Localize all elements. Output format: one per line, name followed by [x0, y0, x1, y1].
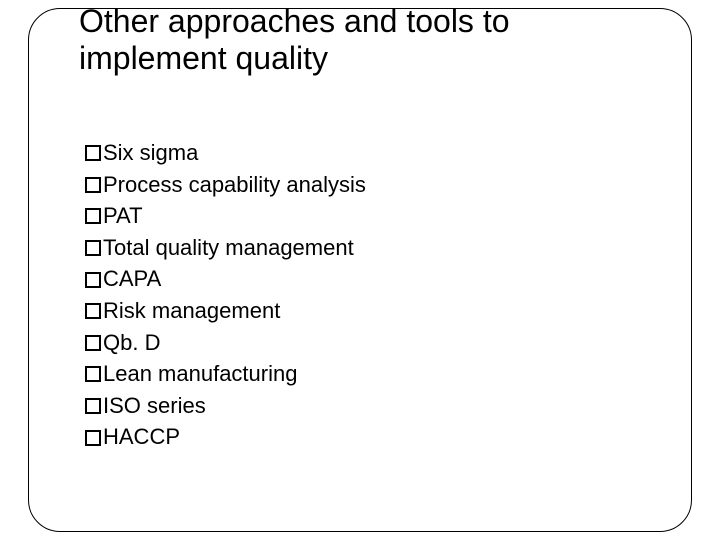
list-item-text: Six sigma	[103, 139, 198, 168]
checkbox-icon	[85, 430, 101, 446]
checkbox-icon	[85, 303, 101, 319]
list-item: Total quality management	[85, 234, 366, 263]
list-item: PAT	[85, 202, 366, 231]
list-item-text: ISO series	[103, 392, 206, 421]
slide-title: Other approaches and tools to implement …	[79, 3, 631, 77]
bullet-list: Six sigma Process capability analysis PA…	[85, 139, 366, 455]
list-item-text: Process capability analysis	[103, 171, 366, 200]
list-item-text: HACCP	[103, 423, 180, 452]
checkbox-icon	[85, 366, 101, 382]
list-item: Risk management	[85, 297, 366, 326]
list-item-text: Risk management	[103, 297, 280, 326]
checkbox-icon	[85, 240, 101, 256]
checkbox-icon	[85, 208, 101, 224]
list-item-text: Qb. D	[103, 329, 160, 358]
list-item-text: CAPA	[103, 265, 161, 294]
checkbox-icon	[85, 398, 101, 414]
list-item-text: PAT	[103, 202, 143, 231]
list-item: Process capability analysis	[85, 171, 366, 200]
list-item: CAPA	[85, 265, 366, 294]
checkbox-icon	[85, 335, 101, 351]
list-item: Qb. D	[85, 329, 366, 358]
list-item: Lean manufacturing	[85, 360, 366, 389]
list-item: ISO series	[85, 392, 366, 421]
checkbox-icon	[85, 272, 101, 288]
list-item: HACCP	[85, 423, 366, 452]
checkbox-icon	[85, 177, 101, 193]
checkbox-icon	[85, 145, 101, 161]
list-item: Six sigma	[85, 139, 366, 168]
list-item-text: Lean manufacturing	[103, 360, 297, 389]
slide-frame: Other approaches and tools to implement …	[28, 8, 692, 532]
list-item-text: Total quality management	[103, 234, 354, 263]
